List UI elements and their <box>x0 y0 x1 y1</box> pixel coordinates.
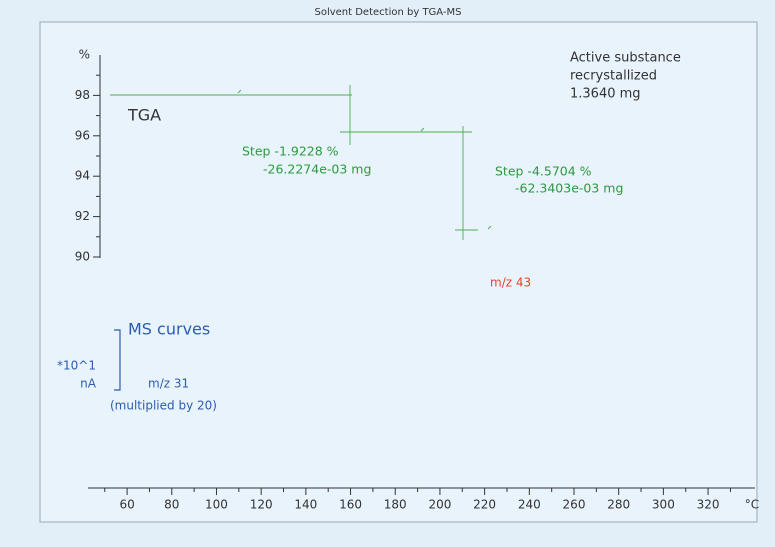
step-annotation: Step -1.9228 % <box>242 144 339 159</box>
step-annotation: Step -4.5704 % <box>495 164 592 179</box>
x-tick-label: 300 <box>652 498 675 512</box>
x-tick-label: 100 <box>205 498 228 512</box>
series-label: (multiplied by 20) <box>110 399 217 413</box>
y-tick-label: 96 <box>75 128 90 142</box>
x-tick-label: 140 <box>294 498 317 512</box>
step-construction <box>110 85 492 240</box>
plot-frame <box>39 21 758 523</box>
x-tick-label: 180 <box>384 498 407 512</box>
series-label: m/z 43 <box>490 276 531 290</box>
x-tick-label: 260 <box>563 498 586 512</box>
sample-note: recrystallized <box>570 69 657 84</box>
x-tick-label: 120 <box>250 498 273 512</box>
x-axis-label: °C <box>745 498 759 512</box>
x-tick-label: 280 <box>607 498 630 512</box>
x-tick-label: 80 <box>164 498 179 512</box>
x-tick-label: 240 <box>518 498 541 512</box>
step-annotation: -62.3403e-03 mg <box>515 181 623 196</box>
x-tick-label: 60 <box>119 498 134 512</box>
sample-note: Active substance <box>570 51 681 66</box>
x-tick-label: 320 <box>697 498 720 512</box>
y-axis-label: % <box>79 48 90 62</box>
tga-label: TGA <box>127 106 161 125</box>
x-tick-label: 200 <box>428 498 451 512</box>
y2-axis-label: nA <box>80 377 97 391</box>
x-tick-label: 220 <box>473 498 496 512</box>
y-tick-label: 98 <box>75 88 90 102</box>
ms-label: MS curves <box>128 320 210 339</box>
y-tick-label: 94 <box>75 169 90 183</box>
chart-title: Solvent Detection by TGA-MS <box>314 7 461 18</box>
y-tick-label: 90 <box>75 250 90 264</box>
series-label: m/z 31 <box>148 377 189 391</box>
step-annotation: -26.2274e-03 mg <box>263 162 371 177</box>
y-tick-label: 92 <box>75 209 90 223</box>
y2-axis-label: *10^1 <box>57 359 96 373</box>
scale-bracket <box>114 329 121 391</box>
sample-note: 1.3640 mg <box>570 87 641 102</box>
x-tick-label: 160 <box>339 498 362 512</box>
